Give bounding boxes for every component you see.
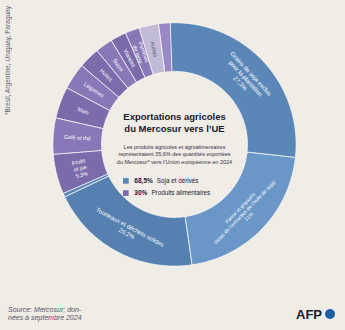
svg-text:Les produits agricoles et agro: Les produits agricoles et agroalimentair… [117,144,232,164]
svg-text:Grains de soja excluspour la p: Grains de soja excluspour la plantation2… [219,50,273,106]
svg-text:Maïs: Maïs [77,106,90,116]
svg-text:68,5%: 68,5% [134,177,153,185]
svg-text:Fruitset jus5,3%: Fruitset jus5,3% [71,157,89,179]
svg-text:30%: 30% [134,189,147,196]
svg-text:Légumes: Légumes [83,81,105,99]
html-text:*Brésil, Argentine, Uruguay, P: *Brésil, Argentine, Uruguay, Paraguay [4,6,11,115]
svg-text:Tourteaux et déchets solides20: Tourteaux et déchets solides20,2% [92,207,165,255]
svg-text:Café et thé: Café et thé [64,134,91,142]
svg-text:Autres: Autres [149,41,158,58]
svg-text:Exportations agricolesdu Merco: Exportations agricolesdu Mercosur vers l… [123,111,225,134]
svg-text:Viandes: Viandes [122,47,137,69]
svg-text:Huiles: Huiles [99,67,114,82]
svg-text:Pommesde terre: Pommesde terre [131,41,150,66]
html-text:Source: Mercosur; don- nées à: Source: Mercosur; don- nées à septembre … [8,305,82,321]
svg-text:Produits alimentaires: Produits alimentaires [151,189,210,196]
svg-text:Sucre: Sucre [112,57,125,72]
svg-text:Farine et granulés(issus de l’: Farine et granulés(issus de l’extraction… [208,175,281,249]
svg-text:Soja et dérivés: Soja et dérivés [157,177,199,185]
html-text:AFP: AFP [296,306,322,322]
